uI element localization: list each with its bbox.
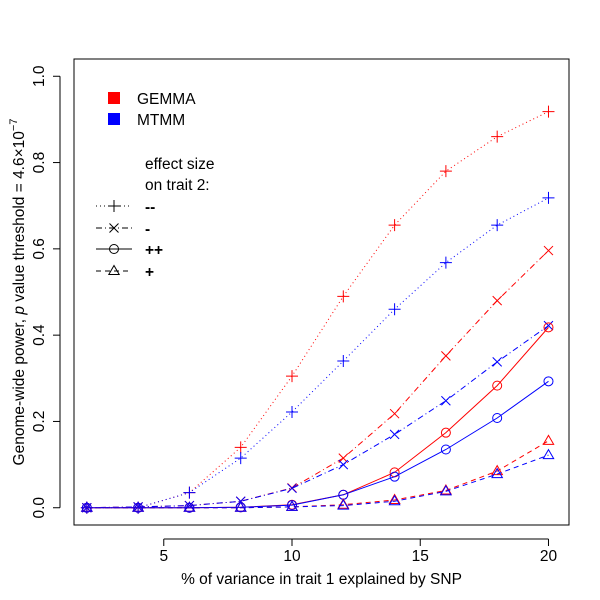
- data-point: [491, 130, 504, 143]
- data-point: [388, 494, 401, 506]
- data-point: [543, 322, 554, 333]
- plot-frame: [73, 58, 570, 526]
- effect-legend-marker: [108, 200, 120, 212]
- y-tick-label: 0.8: [31, 152, 48, 174]
- effect-legend-title-line1: effect size: [145, 156, 215, 173]
- x-tick-label: 10: [283, 548, 301, 565]
- data-point: [543, 320, 554, 331]
- data-point: [439, 165, 452, 178]
- data-point: [542, 191, 555, 204]
- y-tick-label: 0.2: [31, 411, 48, 433]
- data-point: [440, 427, 451, 438]
- data-point: [132, 501, 145, 512]
- data-point: [287, 483, 297, 494]
- x-tick-label: 15: [412, 548, 429, 565]
- effect-legend-label-minus-minus: --: [145, 199, 155, 216]
- data-point: [492, 295, 503, 306]
- y-tick-label: 0.0: [31, 497, 48, 519]
- data-point: [388, 493, 401, 504]
- data-point: [337, 355, 350, 368]
- y-axis-label: Genome-wide power, p value threshold = 4…: [8, 119, 28, 466]
- data-point: [542, 448, 555, 460]
- effect-legend-label-plus-plus: ++: [145, 242, 163, 259]
- effect-size-legend: effect size on trait 2: -- - ++ +: [96, 156, 215, 281]
- data-point: [337, 499, 350, 510]
- data-point: [183, 486, 196, 499]
- data-point: [234, 452, 247, 465]
- legend-swatch-mtmm: [108, 113, 120, 125]
- effect-legend-marker: [107, 264, 121, 275]
- series-mtmm-triangle: [80, 448, 555, 512]
- data-point: [542, 105, 555, 118]
- data-point: [441, 351, 451, 361]
- data-point: [492, 380, 503, 391]
- effect-legend-title-line2: on trait 2:: [145, 177, 210, 194]
- axes: 0.0 0.2 0.4 0.6 0.8 1.0 5 10 15 20: [31, 65, 557, 565]
- legend-swatch-gemma: [108, 92, 120, 104]
- effect-legend-marker: [109, 223, 119, 233]
- data-point: [440, 444, 451, 455]
- series-line: [86, 111, 549, 509]
- effect-legend-label-plus: +: [145, 264, 154, 281]
- data-point: [337, 290, 350, 303]
- data-point: [80, 501, 93, 512]
- data-point: [184, 502, 195, 513]
- plot-area: [80, 105, 555, 514]
- data-point: [543, 245, 554, 256]
- data-point: [388, 219, 401, 232]
- x-axis-label: % of variance in trait 1 explained by SN…: [181, 571, 462, 588]
- effect-legend-label-minus: -: [145, 221, 150, 238]
- y-tick-label: 0.4: [31, 324, 48, 346]
- data-point: [285, 500, 299, 511]
- data-point: [492, 357, 503, 367]
- legend-label-mtmm: MTMM: [137, 112, 185, 129]
- data-point: [439, 484, 452, 496]
- data-point: [491, 219, 504, 232]
- data-point: [388, 303, 401, 316]
- data-point: [286, 370, 299, 383]
- data-point: [439, 256, 452, 269]
- data-point: [542, 434, 555, 445]
- y-axis-label-prefix: Genome-wide power,: [11, 315, 28, 466]
- series-line: [86, 454, 549, 509]
- data-point: [234, 441, 247, 454]
- y-axis-label-exponent: −7: [8, 119, 20, 132]
- series-line: [86, 325, 549, 509]
- data-point: [183, 501, 196, 512]
- data-point: [389, 429, 400, 440]
- data-point: [389, 471, 400, 482]
- method-legend: GEMMA MTMM: [108, 91, 196, 129]
- data-point: [286, 405, 299, 418]
- y-tick-label: 0.6: [31, 238, 48, 260]
- effect-legend-marker: [109, 244, 119, 254]
- data-point: [234, 501, 247, 512]
- data-point: [338, 459, 349, 470]
- data-point: [389, 408, 400, 419]
- x-tick-label: 20: [540, 548, 558, 565]
- x-tick-label: 5: [159, 548, 168, 565]
- y-axis-label-suffix: value threshold = 4.6×10: [11, 131, 28, 306]
- data-point: [491, 467, 504, 479]
- y-axis-label-p: p: [11, 306, 28, 316]
- legend-label-gemma: GEMMA: [137, 91, 196, 108]
- data-point: [441, 395, 451, 406]
- data-point: [492, 412, 503, 423]
- data-point: [184, 500, 195, 511]
- series-line: [86, 250, 549, 509]
- data-point: [543, 376, 554, 387]
- y-tick-label: 1.0: [31, 65, 48, 87]
